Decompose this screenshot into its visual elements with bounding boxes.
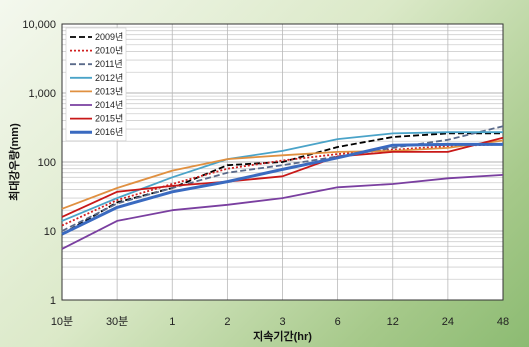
plot-area (61, 23, 504, 301)
y-tick-label: 1,000 (28, 88, 56, 100)
x-tick-label: 3 (279, 316, 285, 328)
x-tick-label: 24 (442, 316, 454, 328)
x-tick-label: 6 (335, 316, 341, 328)
legend-label: 2013년 (95, 86, 123, 96)
y-tick-label: 10,000 (22, 19, 56, 31)
x-tick-label: 48 (497, 316, 509, 328)
legend-box (65, 27, 127, 142)
x-tick-label: 10분 (51, 316, 73, 328)
series-lines (61, 125, 504, 250)
x-tick-label: 1 (169, 316, 175, 328)
series-line-2016년 (61, 142, 503, 236)
legend: 2009년 2010년 2011년 2012년 2013년 2014년 2015년 2016년 (65, 27, 127, 142)
legend-label: 2015년 (95, 114, 123, 124)
series-line-2014년 (61, 174, 504, 250)
legend-label: 2009년 (95, 32, 123, 42)
legend-label: 2014년 (95, 100, 123, 110)
y-tick-label: 10 (44, 226, 56, 238)
legend-label: 2016년 (95, 127, 123, 137)
series-line-2015년 (61, 136, 504, 218)
legend-label: 2010년 (95, 46, 123, 56)
series-line-2013년 (61, 139, 504, 210)
x-tick-label: 30분 (106, 316, 128, 328)
y-axis-title: 최대강우량(mm) (7, 123, 21, 201)
y-axis-ticks: 1 10 100 1,000 10,000 (22, 19, 56, 307)
legend-label: 2012년 (95, 73, 123, 83)
series-line-2011년 (61, 125, 504, 232)
x-axis-ticks: 10분 30분 1 2 3 6 12 24 48 (51, 316, 509, 328)
x-tick-label: 2 (224, 316, 230, 328)
series-line-2012년 (61, 131, 503, 222)
x-tick-label: 12 (387, 316, 399, 328)
series-line-2009년 (61, 132, 503, 235)
y-tick-label: 1 (50, 295, 56, 307)
gridlines (61, 24, 504, 301)
y-tick-label: 100 (38, 157, 56, 169)
x-axis-title: 지속기간(hr) (253, 329, 312, 343)
legend-label: 2011년 (95, 59, 123, 69)
